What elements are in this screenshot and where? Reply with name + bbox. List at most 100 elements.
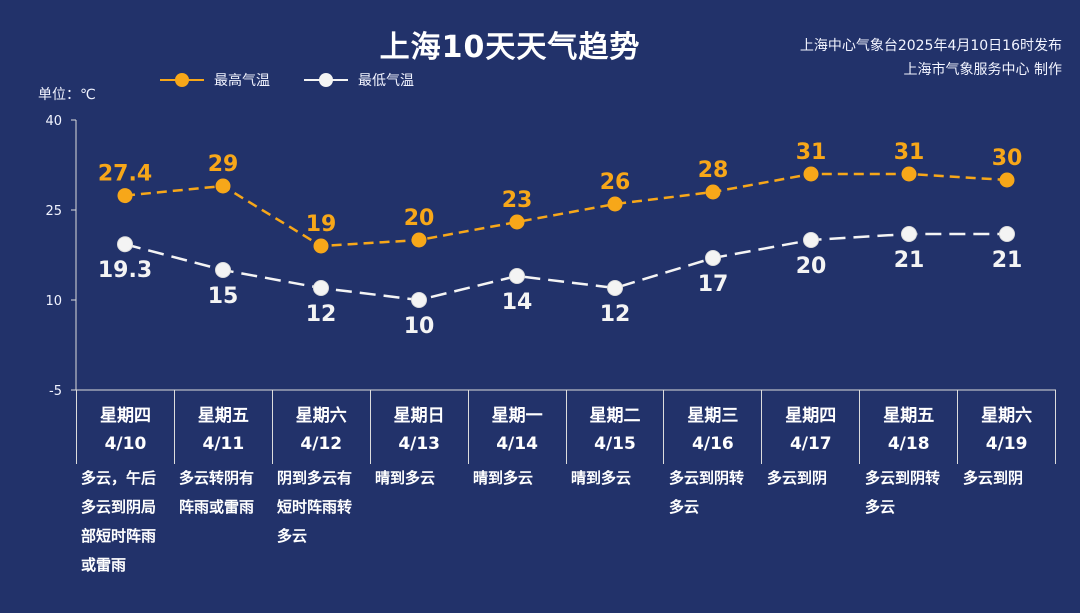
day-cell: 星期六 4/12 — [273, 390, 371, 464]
high-temp-point — [999, 172, 1015, 188]
legend: 最高气温 最低气温 — [160, 70, 414, 90]
day-cell: 星期一 4/14 — [469, 390, 567, 464]
date-label: 4/14 — [496, 434, 538, 454]
chart-title: 上海10天天气趋势 — [379, 30, 641, 65]
weather-description: 阴到多云有短时阵雨转多云 — [277, 469, 353, 545]
unit-label: 单位：℃ — [38, 87, 96, 103]
y-tick-label: 40 — [45, 114, 62, 129]
weather-description: 多云转阴有阵雨或雷雨 — [179, 469, 255, 516]
low-temp-point — [803, 232, 819, 248]
day-cell: 星期四 4/10 — [76, 390, 175, 464]
low-temp-point — [607, 280, 623, 296]
legend-item-low[interactable]: 最低气温 — [304, 70, 414, 90]
weekday-label: 星期六 — [981, 406, 1033, 426]
low-temp-label: 10 — [404, 314, 435, 339]
date-label: 4/12 — [300, 434, 343, 454]
high-temp-label: 20 — [404, 206, 435, 231]
day-header-row: 星期四 4/10 星期五 4/11 星期六 4/12 星期日 4/13 星期一 4/14 星期二 4/… — [76, 390, 1057, 464]
weekday-label: 星期三 — [687, 406, 739, 426]
weekday-label: 星期五 — [197, 406, 249, 426]
day-cell: 星期二 4/15 — [567, 390, 665, 464]
low-temp-label: 21 — [894, 248, 925, 273]
weekday-label: 星期日 — [393, 406, 445, 426]
weather-description: 晴到多云 — [571, 469, 632, 487]
publisher-line-1: 上海中心气象台2025年4月10日16时发布 — [799, 38, 1062, 54]
high-temp-line — [124, 172, 1008, 248]
high-temp-label: 29 — [208, 152, 239, 177]
high-temp-label: 31 — [894, 140, 925, 165]
date-label: 4/11 — [202, 434, 245, 454]
weekday-label: 星期一 — [491, 406, 543, 426]
date-label: 4/13 — [398, 434, 441, 454]
low-temp-point — [117, 236, 133, 253]
low-temp-label: 21 — [992, 248, 1023, 273]
high-temp-point — [117, 188, 133, 204]
low-temp-point — [901, 226, 917, 242]
weekday-label: 星期五 — [883, 406, 935, 426]
high-temp-point — [901, 166, 917, 182]
weather-description: 多云，午后多云到阴局部短时阵雨或雷雨 — [81, 469, 157, 574]
low-temp-line — [124, 232, 1007, 302]
day-cell: 星期六 4/19 — [958, 390, 1057, 464]
weather-description: 多云到阴 — [963, 469, 1024, 487]
date-label: 4/10 — [104, 434, 147, 454]
high-temp-point — [607, 196, 623, 212]
date-label: 4/17 — [789, 434, 832, 454]
low-temp-label: 20 — [796, 254, 827, 279]
weather-description-row: 多云，午后多云到阴局部短时阵雨或雷雨 多云转阴有阵雨或雷雨 阴到多云有短时阵雨转多云… — [76, 464, 1056, 580]
day-cell: 星期三 4/16 — [664, 390, 763, 464]
date-label: 4/15 — [594, 434, 636, 454]
legend-label-low: 最低气温 — [358, 73, 414, 89]
y-tick-label: 10 — [45, 294, 62, 309]
publisher-line-2: 上海市气象服务中心 制作 — [903, 62, 1062, 78]
weekday-label: 星期四 — [99, 406, 151, 426]
legend-swatch-low — [304, 73, 348, 87]
day-cell: 星期五 4/11 — [175, 390, 273, 464]
legend-item-high[interactable]: 最高气温 — [160, 70, 270, 90]
date-label: 4/18 — [887, 434, 930, 454]
weekday-label: 星期二 — [589, 406, 641, 426]
weather-description: 多云到阴转多云 — [669, 469, 745, 516]
high-temp-label: 26 — [600, 170, 631, 195]
high-temp-point — [313, 238, 329, 254]
day-cell: 星期日 4/13 — [371, 390, 469, 464]
low-temp-point — [215, 262, 231, 278]
low-temp-point — [705, 250, 721, 266]
low-temp-label: 17 — [698, 272, 729, 297]
low-temp-point — [411, 292, 427, 308]
publisher-info: 上海中心气象台2025年4月10日16时发布 上海市气象服务中心 制作 — [800, 34, 1062, 82]
high-temp-label: 31 — [796, 140, 827, 165]
low-temp-point — [999, 226, 1015, 242]
high-temp-label: 19 — [306, 212, 337, 237]
low-temp-point — [509, 268, 525, 284]
weather-description: 多云到阴 — [767, 469, 828, 487]
low-temp-label: 12 — [306, 302, 337, 327]
high-temp-point — [509, 214, 525, 230]
high-temp-label: 27.4 — [98, 162, 152, 187]
legend-label-high: 最高气温 — [214, 73, 270, 89]
weather-description: 多云到阴转多云 — [865, 469, 941, 516]
low-temp-label: 14 — [502, 290, 533, 315]
low-temp-point — [313, 280, 329, 296]
high-temp-point — [705, 184, 721, 200]
date-label: 4/19 — [985, 434, 1028, 454]
legend-swatch-high — [160, 73, 204, 87]
high-temp-point — [215, 178, 231, 194]
high-temp-label: 30 — [992, 146, 1023, 171]
day-cell: 星期五 4/18 — [860, 390, 959, 464]
high-temp-point — [803, 166, 819, 182]
low-temp-label: 19.3 — [98, 258, 152, 283]
low-temp-label: 15 — [208, 284, 239, 309]
high-temp-label: 28 — [698, 158, 729, 183]
y-tick-label: -5 — [49, 384, 62, 399]
weather-description: 晴到多云 — [473, 469, 534, 487]
y-tick-label: 25 — [45, 204, 62, 219]
date-label: 4/16 — [692, 434, 734, 454]
day-cell: 星期四 4/17 — [762, 390, 861, 464]
weekday-label: 星期六 — [295, 406, 347, 426]
high-temp-label: 23 — [502, 188, 533, 213]
weekday-label: 星期四 — [785, 406, 837, 426]
weather-description: 晴到多云 — [375, 469, 436, 487]
low-temp-label: 12 — [600, 302, 631, 327]
